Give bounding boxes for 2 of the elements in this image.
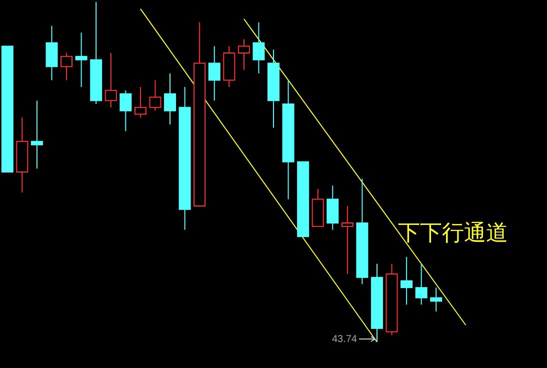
- annotation: 43.74: [332, 334, 358, 345]
- annotation: 下下行通道: [398, 221, 508, 246]
